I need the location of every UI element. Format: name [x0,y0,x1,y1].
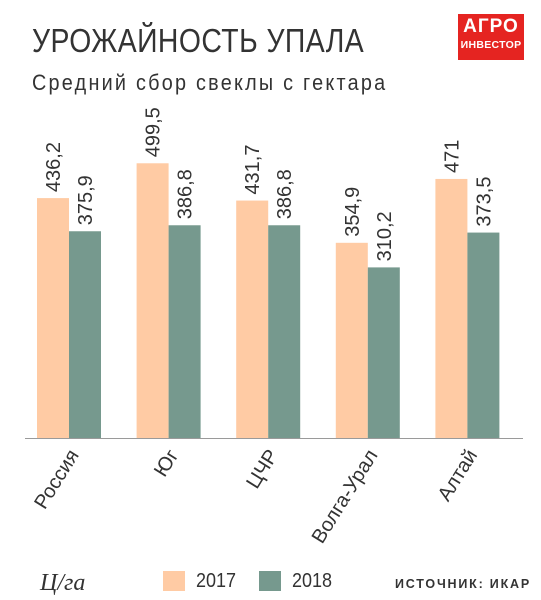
chart-title: УРОЖАЙНОСТЬ УПАЛА [32,22,365,59]
legend-label-2017: 2017 [196,570,237,592]
bar-2018-4 [467,232,500,438]
bar-2017-1 [136,163,169,438]
bar-2018-2 [268,225,301,438]
bar-2017-0 [37,198,69,438]
category-label-0: Россия [30,446,83,513]
legend-swatch-2017 [163,571,185,591]
data-label-2018-4: 373,5 [473,177,495,227]
bar-2017-3 [335,242,368,438]
legend-label-2018: 2018 [292,570,333,592]
bar-2018-0 [69,231,101,438]
data-label-2017-2: 431,7 [242,145,264,195]
agroinvestor-logo: АГРО ИНВЕСТОР [458,14,524,60]
data-label-2017-1: 499,5 [143,107,165,157]
category-label-3: Волга-Урал [308,446,383,548]
unit-label: Ц/га [40,570,86,596]
legend-swatch-2018 [259,571,281,591]
bar-2018-1 [168,225,201,438]
data-label-2018-1: 386,8 [175,169,197,219]
data-label-2018-0: 375,9 [75,175,97,225]
logo-line-2: ИНВЕСТОР [460,39,522,51]
data-label-2017-4: 471 [441,140,463,173]
bar-2018-3 [367,267,400,438]
category-label-1: Юг [150,446,183,481]
data-label-2017-0: 436,2 [43,142,65,192]
bar-2017-2 [236,200,269,438]
source-note: ИСТОЧНИК: ИКАР [395,577,531,591]
logo-line-1: АГРО [463,16,519,37]
chart-subtitle: Средний сбор свеклы с гектара [32,70,388,95]
bar-2017-4 [435,178,468,438]
data-label-2017-3: 354,9 [342,187,364,237]
category-label-2: ЦЧР [242,446,283,493]
data-label-2018-3: 310,2 [374,211,396,261]
data-label-2018-2: 386,8 [274,169,296,219]
category-label-4: Алтай [434,446,482,505]
